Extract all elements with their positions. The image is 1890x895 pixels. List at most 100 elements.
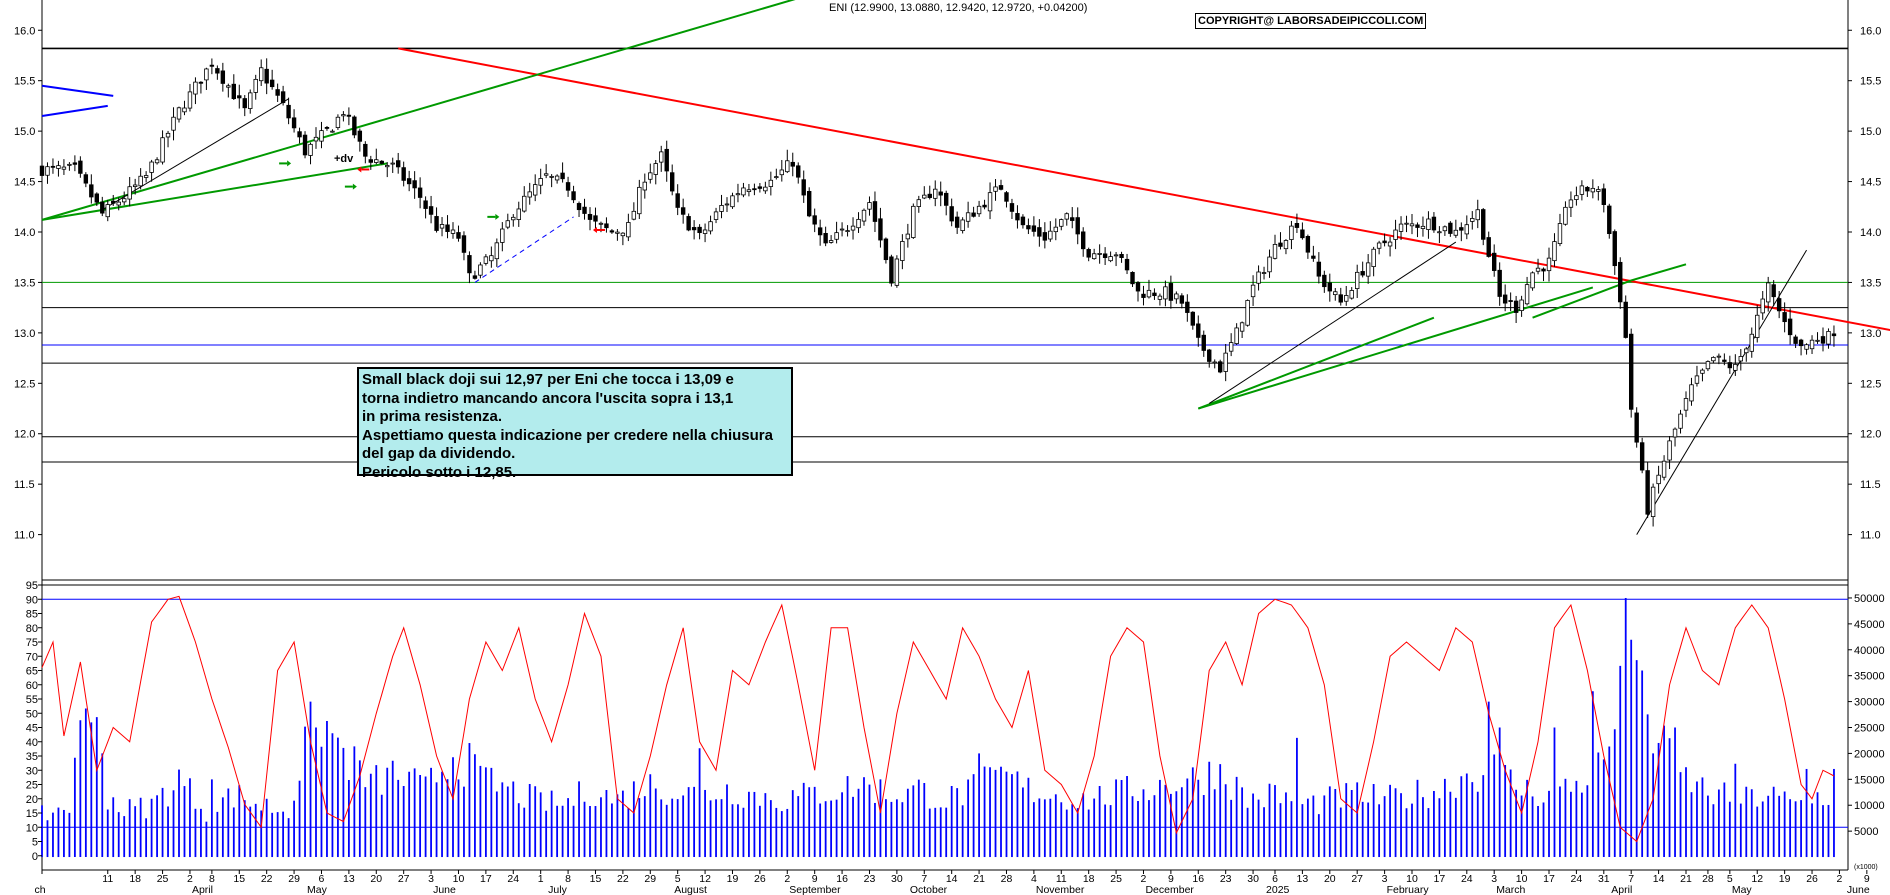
candle-body [741,187,746,196]
trend-line [1532,279,1632,319]
candle-body [1130,271,1135,285]
candle-body [313,136,319,142]
price-tick-label: 13.0 [14,328,35,340]
candle-body [434,216,439,231]
trend-line [102,98,289,211]
candle-body [176,107,182,120]
candle-body [242,98,247,109]
candle-body [401,167,406,181]
date-tick-label: 21 [1680,873,1692,885]
candle-body [1355,271,1360,289]
candle-body [1223,352,1228,372]
date-tick-label: 6 [1272,873,1278,885]
candle-body [1645,470,1650,515]
candle-body [1081,231,1086,250]
candle-body [938,191,943,196]
date-tick-label: 9 [1168,873,1174,885]
date-tick-label: 10 [1406,873,1418,885]
candle-body [122,198,127,203]
candle-body [1404,222,1409,225]
candle-body [889,256,894,284]
candle-body [78,160,83,174]
trend-line [1197,286,1594,410]
candle-body [1546,257,1552,272]
dividend-label: +dv [334,153,354,165]
candle-body [1738,356,1743,362]
candle-body [823,232,828,244]
candle-body [900,241,905,261]
candle-body [1234,327,1239,345]
candle-body [428,206,434,215]
candle-body [856,218,861,229]
candle-body [1037,227,1042,237]
date-tick-label: 25 [157,873,169,885]
candle-body [1059,219,1064,227]
date-tick-label: 27 [398,873,410,885]
candle-body [193,81,198,95]
candle-body [1782,312,1787,323]
candle-body [1174,293,1179,300]
candle-body [763,186,768,192]
candle-body [565,182,571,191]
date-tick-label: February [1387,884,1430,895]
date-tick-label: 21 [973,873,985,885]
date-tick-label: 2025 [1266,884,1290,895]
date-tick-label: 31 [1598,873,1610,885]
candle-body [258,67,264,82]
candle-body [593,215,598,222]
candle-body [971,212,976,217]
date-tick-label: October [910,884,948,895]
candle-body [1711,356,1716,362]
candle-body [61,166,67,170]
candle-body [697,226,702,234]
price-tick-label: 11.0 [1860,530,1881,542]
oscillator-axis: 0 5 10 15 20 25 30 35 40 45 50 55 60 65 70 75 80 85 90 95 [26,580,42,863]
candle-body [1470,218,1475,222]
candle-body [1755,314,1760,338]
candle-body [954,216,960,228]
candle-body [1070,217,1075,221]
date-tick-label: 18 [1083,873,1095,885]
date-tick-label: 6 [319,873,325,885]
volume-tick-label: 25000 [1854,723,1885,735]
candle-body [275,89,280,96]
candle-body [944,192,949,206]
candle-body [1650,486,1656,518]
candle-body [1535,267,1541,272]
date-tick-label: 16 [1192,873,1204,885]
candle-body [1574,195,1579,200]
candle-body [1108,256,1113,262]
candle-body [363,143,368,157]
volume-tick-label: 20000 [1854,748,1885,760]
candle-body [1727,362,1733,369]
candle-body [456,232,461,239]
candle-body [127,186,132,200]
candle-body [828,240,834,243]
candle-body [812,215,817,225]
candle-body [1530,272,1535,289]
candle-body [785,160,790,173]
candle-body [1300,229,1305,239]
candle-body [1283,240,1289,250]
candle-body [1387,241,1393,247]
candle-body [1705,361,1711,370]
candle-body [286,104,291,119]
candle-body [154,159,160,164]
date-tick-label: 29 [288,873,300,885]
candle-body [1196,323,1201,338]
candle-body [450,229,456,234]
candle-body [1771,284,1776,298]
price-tick-label: 12.0 [14,429,35,441]
candle-body [1831,333,1837,337]
candle-body [615,231,620,234]
date-tick-label: July [548,884,567,895]
price-tick-label: 14.5 [1860,177,1881,189]
candle-body [1678,413,1683,429]
oscillator-tick-label: 20 [26,794,38,806]
candle-body [911,205,916,238]
candle-body [335,116,341,128]
candle-body [374,159,379,163]
candle-body [500,228,505,243]
horizontal-levels [42,47,1848,581]
candle-body [1459,227,1464,231]
